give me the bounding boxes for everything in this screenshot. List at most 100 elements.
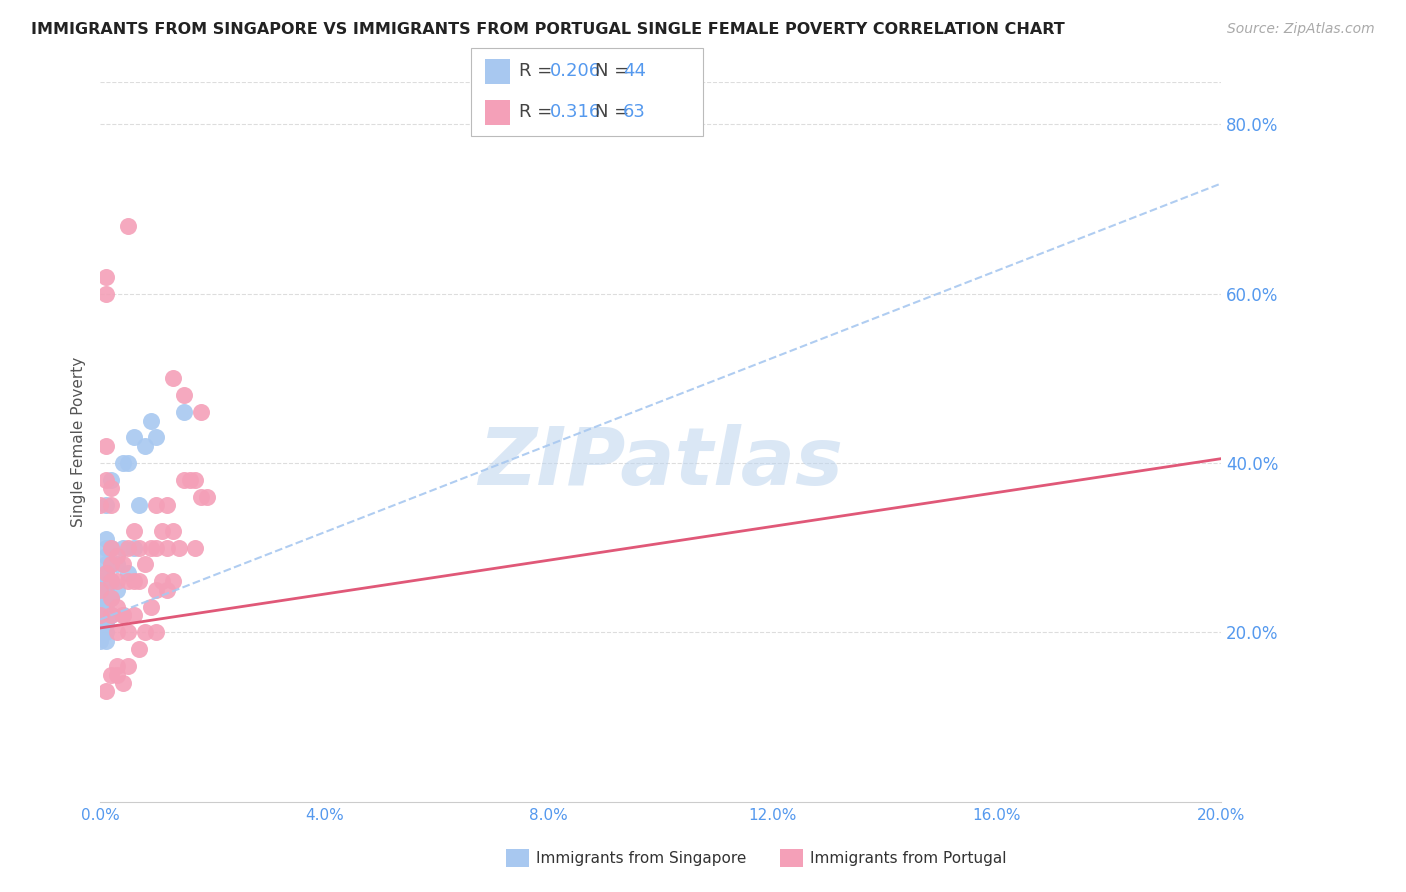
Point <box>105 549 128 563</box>
Point <box>122 430 145 444</box>
Point <box>122 541 145 555</box>
Point <box>173 405 195 419</box>
Point <box>100 473 122 487</box>
Point <box>94 591 117 606</box>
Point <box>150 574 173 589</box>
Point <box>162 524 184 538</box>
Point <box>105 582 128 597</box>
Point <box>100 667 122 681</box>
Point <box>162 371 184 385</box>
Text: N =: N = <box>595 103 634 121</box>
Point <box>94 473 117 487</box>
Point <box>117 625 139 640</box>
Text: Source: ZipAtlas.com: Source: ZipAtlas.com <box>1227 22 1375 37</box>
Point <box>100 608 122 623</box>
Point <box>122 608 145 623</box>
Point <box>94 625 117 640</box>
Point <box>122 524 145 538</box>
Point <box>139 541 162 555</box>
Point <box>100 498 122 512</box>
Point <box>184 473 207 487</box>
Point <box>105 574 128 589</box>
Point <box>134 558 156 572</box>
Point <box>190 405 212 419</box>
Point <box>94 574 117 589</box>
Point <box>173 388 195 402</box>
Point <box>94 541 117 555</box>
Point <box>94 549 117 563</box>
Point <box>128 574 150 589</box>
Point <box>145 625 167 640</box>
Point <box>100 591 122 606</box>
Point <box>94 439 117 453</box>
Point <box>100 558 122 572</box>
Point <box>94 532 117 546</box>
Point <box>100 541 122 555</box>
Point <box>105 599 128 614</box>
Point <box>89 608 111 623</box>
Point <box>150 524 173 538</box>
Point <box>111 608 134 623</box>
Point <box>128 541 150 555</box>
Point <box>111 558 134 572</box>
Point <box>89 582 111 597</box>
Point <box>117 456 139 470</box>
Point <box>89 498 111 512</box>
Point <box>128 642 150 657</box>
Text: N =: N = <box>595 62 634 80</box>
Point <box>100 574 122 589</box>
Point <box>195 490 218 504</box>
Text: 0.316: 0.316 <box>550 103 600 121</box>
Point <box>89 608 111 623</box>
Point <box>156 582 179 597</box>
Point <box>89 574 111 589</box>
Point <box>94 566 117 580</box>
Text: Immigrants from Portugal: Immigrants from Portugal <box>810 851 1007 865</box>
Point <box>105 667 128 681</box>
Text: R =: R = <box>519 62 558 80</box>
Point <box>100 481 122 495</box>
Point <box>94 582 117 597</box>
Point <box>111 456 134 470</box>
Point <box>89 633 111 648</box>
Point <box>94 269 117 284</box>
Point <box>139 413 162 427</box>
Point <box>117 541 139 555</box>
Point <box>89 608 111 623</box>
Point <box>139 599 162 614</box>
Point <box>111 541 134 555</box>
Point <box>134 625 156 640</box>
Point <box>94 616 117 631</box>
Point <box>117 659 139 673</box>
Point <box>94 498 117 512</box>
Point <box>122 574 145 589</box>
Point <box>100 574 122 589</box>
Point <box>156 541 179 555</box>
Point <box>89 599 111 614</box>
Text: 0.206: 0.206 <box>550 62 600 80</box>
Point <box>145 541 167 555</box>
Point <box>105 558 128 572</box>
Point <box>117 574 139 589</box>
Point <box>100 608 122 623</box>
Point <box>89 582 111 597</box>
Y-axis label: Single Female Poverty: Single Female Poverty <box>72 357 86 527</box>
Point <box>100 541 122 555</box>
Text: ZIPatlas: ZIPatlas <box>478 425 844 502</box>
Point <box>128 498 150 512</box>
Point <box>167 541 190 555</box>
Point <box>94 608 117 623</box>
Point <box>145 498 167 512</box>
Point <box>94 633 117 648</box>
Point <box>100 591 122 606</box>
Point <box>156 498 179 512</box>
Point <box>94 566 117 580</box>
Point <box>162 574 184 589</box>
Point <box>117 566 139 580</box>
Point <box>105 625 128 640</box>
Text: IMMIGRANTS FROM SINGAPORE VS IMMIGRANTS FROM PORTUGAL SINGLE FEMALE POVERTY CORR: IMMIGRANTS FROM SINGAPORE VS IMMIGRANTS … <box>31 22 1064 37</box>
Point <box>89 599 111 614</box>
Text: 63: 63 <box>623 103 645 121</box>
Point <box>117 219 139 233</box>
Point <box>145 430 167 444</box>
